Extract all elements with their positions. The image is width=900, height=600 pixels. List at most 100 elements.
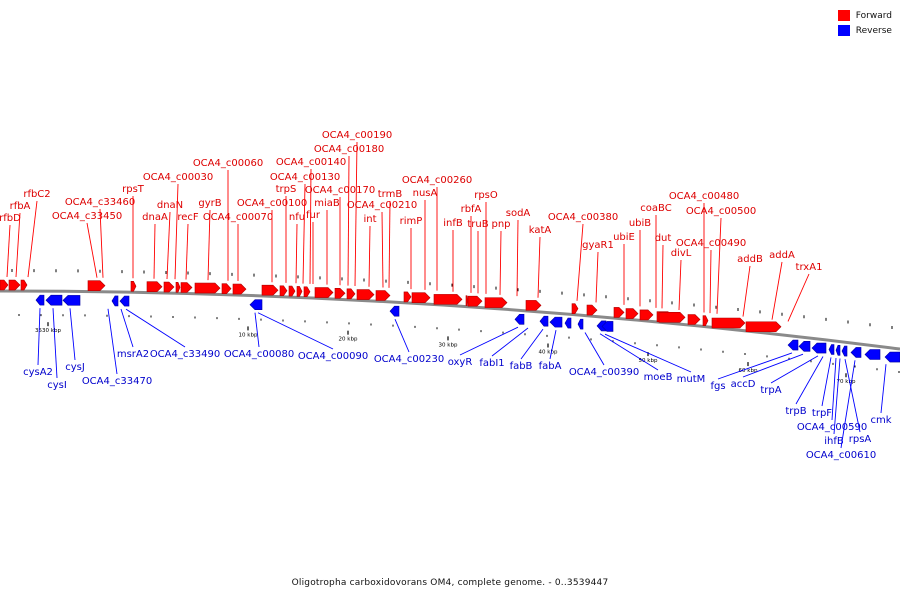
reverse-leader-line — [459, 326, 519, 356]
reverse-gene-label: trpA — [760, 385, 781, 396]
reverse-leader-line — [840, 360, 856, 449]
forward-leader-line — [6, 224, 11, 278]
forward-leader-line — [153, 223, 156, 279]
forward-gene-label: OCA4_c00170 — [305, 185, 375, 196]
forward-gene-label: rbfA — [461, 204, 482, 215]
reverse-gene-arrow — [841, 345, 848, 357]
forward-gene-label: recF — [177, 212, 199, 223]
forward-gene-label: OCA4_c00140 — [276, 157, 346, 168]
forward-gene-arrow — [687, 314, 701, 325]
reverse-leader-line — [107, 308, 118, 375]
reverse-leader-line — [257, 312, 334, 350]
forward-gene-arrow — [232, 283, 247, 295]
scale-label: 10 kbp — [239, 332, 258, 338]
legend-reverse: Reverse — [837, 23, 892, 38]
forward-gene-arrow — [279, 285, 288, 297]
forward-gene-arrow — [346, 288, 356, 300]
reverse-leader-line — [491, 327, 529, 357]
reverse-gene-label: OCA4_c33470 — [82, 376, 152, 387]
legend: Forward Reverse — [837, 8, 892, 38]
forward-gene-label: OCA4_c33450 — [52, 211, 122, 222]
forward-gene-label: rimP — [400, 216, 423, 227]
forward-gene-arrow — [658, 312, 686, 323]
forward-gene-label: trmB — [378, 189, 403, 200]
forward-gene-arrow — [613, 307, 625, 318]
reverse-gene-label: oxyR — [448, 357, 473, 368]
forward-gene-label: infB — [443, 218, 463, 229]
forward-gene-label: divL — [671, 248, 692, 259]
reverse-gene-arrow — [45, 294, 63, 306]
reverse-gene-label: fabA — [539, 361, 562, 372]
reverse-gene-arrow — [884, 351, 900, 363]
forward-gene-arrow — [745, 321, 782, 333]
forward-gene-label: OCA4_c00500 — [686, 206, 756, 217]
forward-gene-label: OCA4_c00030 — [143, 172, 213, 183]
forward-gene-label: OCA4_c00380 — [548, 212, 618, 223]
reverse-leader-line — [833, 358, 841, 435]
reverse-gene-label: OCA4_c00080 — [224, 349, 294, 360]
reverse-gene-arrow — [62, 295, 81, 306]
reverse-gene-arrow — [577, 318, 584, 330]
forward-gene-label: nfu — [289, 212, 305, 223]
forward-gene-arrow — [711, 317, 746, 329]
forward-gene-label: OCA4_c00180 — [314, 144, 384, 155]
forward-leader-line — [516, 219, 519, 297]
reverse-gene-arrow — [564, 317, 572, 329]
reverse-gene-label: moeB — [644, 372, 673, 383]
forward-leader-line — [388, 200, 391, 288]
forward-gene-label: addB — [737, 254, 763, 265]
forward-gene-label: ubiB — [629, 218, 651, 229]
reverse-gene-arrow — [389, 305, 400, 317]
forward-leader-line — [576, 223, 584, 301]
reverse-leader-line — [52, 308, 58, 379]
forward-gene-arrow — [571, 303, 579, 314]
scale-label: 3530 kbp — [35, 328, 61, 334]
forward-gene-label: rfbA — [10, 201, 31, 212]
forward-leader-line — [716, 217, 722, 314]
forward-gene-arrow — [0, 279, 9, 291]
forward-gene-label: ubiE — [613, 232, 635, 243]
forward-gene-label: OCA4_c00100 — [237, 198, 307, 209]
forward-gene-arrow — [356, 289, 375, 300]
reverse-leader-line — [831, 358, 837, 421]
forward-gene-arrow — [87, 280, 106, 291]
forward-gene-label: trxA1 — [796, 262, 823, 273]
forward-gene-label: truB — [467, 219, 488, 230]
reverse-leader-line — [394, 318, 410, 353]
scale-label: 40 kbp — [539, 350, 558, 356]
forward-leader-line — [771, 261, 783, 320]
forward-gene-label: gyrB — [198, 198, 221, 209]
reverse-leader-line — [795, 356, 824, 405]
reverse-gene-label: OCA4_c33490 — [150, 349, 220, 360]
forward-gene-arrow — [163, 281, 175, 293]
reverse-gene-label: cysA2 — [23, 367, 53, 378]
forward-leader-line — [354, 141, 358, 287]
forward-leader-line — [27, 200, 38, 278]
reverse-gene-arrow — [514, 314, 525, 325]
forward-leader-line — [368, 225, 371, 287]
reverse-gene-arrow — [549, 316, 563, 328]
reverse-gene-label: fabB — [510, 361, 533, 372]
reverse-gene-label: msrA2 — [117, 349, 149, 360]
reverse-leader-line — [742, 353, 804, 378]
forward-gene-label: dnaA — [142, 212, 168, 223]
reverse-gene-label: cysI — [47, 380, 67, 391]
reverse-leader-line — [520, 328, 544, 360]
forward-leader-line — [207, 209, 211, 281]
forward-gene-label: OCA4_c00260 — [402, 175, 472, 186]
reverse-leader-line — [125, 308, 186, 348]
forward-gene-arrow — [625, 308, 639, 319]
forward-gene-label: rpsO — [474, 190, 498, 201]
reverse-gene-label: ihfB — [824, 436, 844, 447]
reverse-gene-arrow — [119, 295, 130, 307]
reverse-leader-line — [880, 364, 887, 414]
reverse-gene-arrow — [850, 347, 862, 358]
reverse-gene-label: OCA4_c00590 — [797, 422, 867, 433]
forward-gene-arrow — [175, 281, 181, 293]
forward-leader-line — [174, 183, 179, 280]
reverse-gene-label: OCA4_c00230 — [374, 354, 444, 365]
forward-gene-label: fur — [306, 210, 321, 221]
reverse-gene-arrow — [828, 344, 835, 355]
forward-gene-label: trpS — [276, 184, 297, 195]
reverse-gene-label: trpB — [785, 406, 806, 417]
